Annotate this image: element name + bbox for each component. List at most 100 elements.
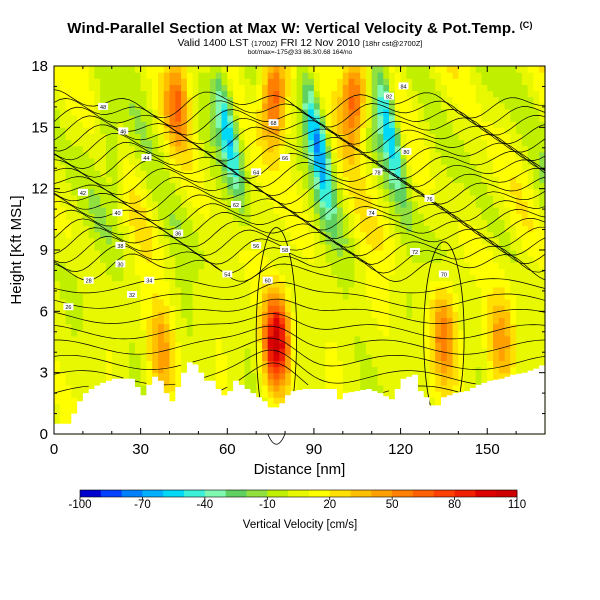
velocity-cell (59, 72, 67, 79)
velocity-cell (302, 354, 309, 361)
velocity-cell (59, 292, 67, 300)
velocity-cell (389, 348, 396, 355)
velocity-cell (342, 354, 350, 361)
velocity-cell (88, 164, 96, 171)
velocity-cell (469, 237, 477, 245)
velocity-cell (163, 280, 171, 288)
velocity-cell (521, 176, 529, 184)
velocity-cell (331, 188, 338, 196)
velocity-cell (88, 84, 96, 92)
velocity-cell (100, 268, 107, 276)
velocity-cell (152, 102, 159, 110)
velocity-cell (71, 256, 78, 263)
velocity-cell (285, 219, 292, 226)
velocity-cell (158, 207, 165, 214)
velocity-cell (498, 158, 506, 165)
velocity-cell (192, 121, 199, 128)
velocity-cell (354, 96, 361, 104)
velocity-cell (244, 292, 251, 300)
velocity-cell (181, 225, 188, 233)
velocity-cell (441, 194, 448, 202)
velocity-cell (510, 151, 517, 159)
velocity-cell (227, 84, 234, 92)
velocity-cell (469, 366, 477, 374)
velocity-cell (516, 213, 523, 220)
velocity-cell (94, 145, 101, 153)
velocity-cell (169, 207, 176, 214)
velocity-cell (302, 108, 309, 116)
velocity-cell (290, 72, 298, 79)
velocity-cell (117, 96, 124, 104)
velocity-cell (181, 329, 188, 337)
velocity-cell (458, 207, 465, 214)
velocity-cell (181, 311, 188, 318)
velocity-cell (163, 378, 171, 386)
velocity-cell (516, 311, 523, 318)
velocity-cell (510, 139, 517, 147)
velocity-cell (504, 188, 511, 196)
velocity-cell (82, 231, 90, 239)
velocity-cell (59, 397, 67, 404)
velocity-cell (117, 274, 124, 282)
velocity-cell (106, 280, 113, 288)
velocity-cell (290, 378, 298, 386)
velocity-cell (342, 170, 350, 177)
velocity-cell (389, 66, 396, 73)
velocity-cell (429, 207, 436, 214)
velocity-cell (446, 188, 454, 196)
velocity-cell (152, 225, 159, 233)
velocity-cell (504, 323, 511, 331)
velocity-cell (527, 213, 535, 220)
velocity-cell (510, 145, 517, 153)
velocity-cell (365, 72, 373, 79)
velocity-cell (354, 378, 361, 386)
velocity-cell (152, 329, 159, 337)
velocity-cell (377, 329, 384, 337)
velocity-cell (290, 176, 298, 184)
velocity-cell (238, 84, 246, 92)
velocity-cell (371, 378, 379, 386)
velocity-cell (134, 329, 142, 337)
velocity-cell (267, 329, 275, 337)
velocity-cell (458, 182, 465, 190)
velocity-cell (59, 170, 67, 177)
velocity-cell (233, 188, 240, 196)
velocity-cell (250, 96, 257, 104)
velocity-cell (233, 237, 240, 245)
velocity-cell (417, 378, 425, 386)
velocity-cell (152, 262, 159, 269)
velocity-cell (302, 194, 309, 202)
velocity-cell (117, 231, 124, 239)
velocity-cell (100, 237, 107, 245)
velocity-cell (192, 286, 199, 294)
velocity-cell (88, 194, 96, 202)
velocity-cell (365, 335, 373, 343)
velocity-cell (244, 176, 251, 184)
velocity-cell (406, 348, 413, 355)
velocity-cell (406, 360, 413, 368)
velocity-cell (82, 78, 90, 85)
velocity-cell (498, 84, 506, 92)
velocity-cell (198, 139, 205, 147)
velocity-cell (244, 194, 251, 202)
velocity-cell (256, 194, 263, 202)
velocity-cell (452, 200, 459, 208)
velocity-cell (337, 299, 344, 306)
velocity-cell (279, 286, 286, 294)
velocity-cell (186, 354, 194, 361)
velocity-cell (504, 292, 511, 300)
velocity-cell (77, 151, 84, 159)
velocity-cell (400, 311, 407, 318)
velocity-cell (371, 72, 379, 79)
velocity-cell (123, 262, 130, 269)
velocity-cell (181, 207, 188, 214)
velocity-cell (285, 250, 292, 257)
velocity-cell (394, 378, 402, 386)
velocity-cell (521, 121, 529, 128)
velocity-cell (389, 188, 396, 196)
velocity-cell (244, 305, 251, 312)
velocity-cell (493, 305, 500, 312)
velocity-cell (504, 274, 511, 282)
velocity-cell (273, 391, 280, 398)
velocity-cell (400, 188, 407, 196)
